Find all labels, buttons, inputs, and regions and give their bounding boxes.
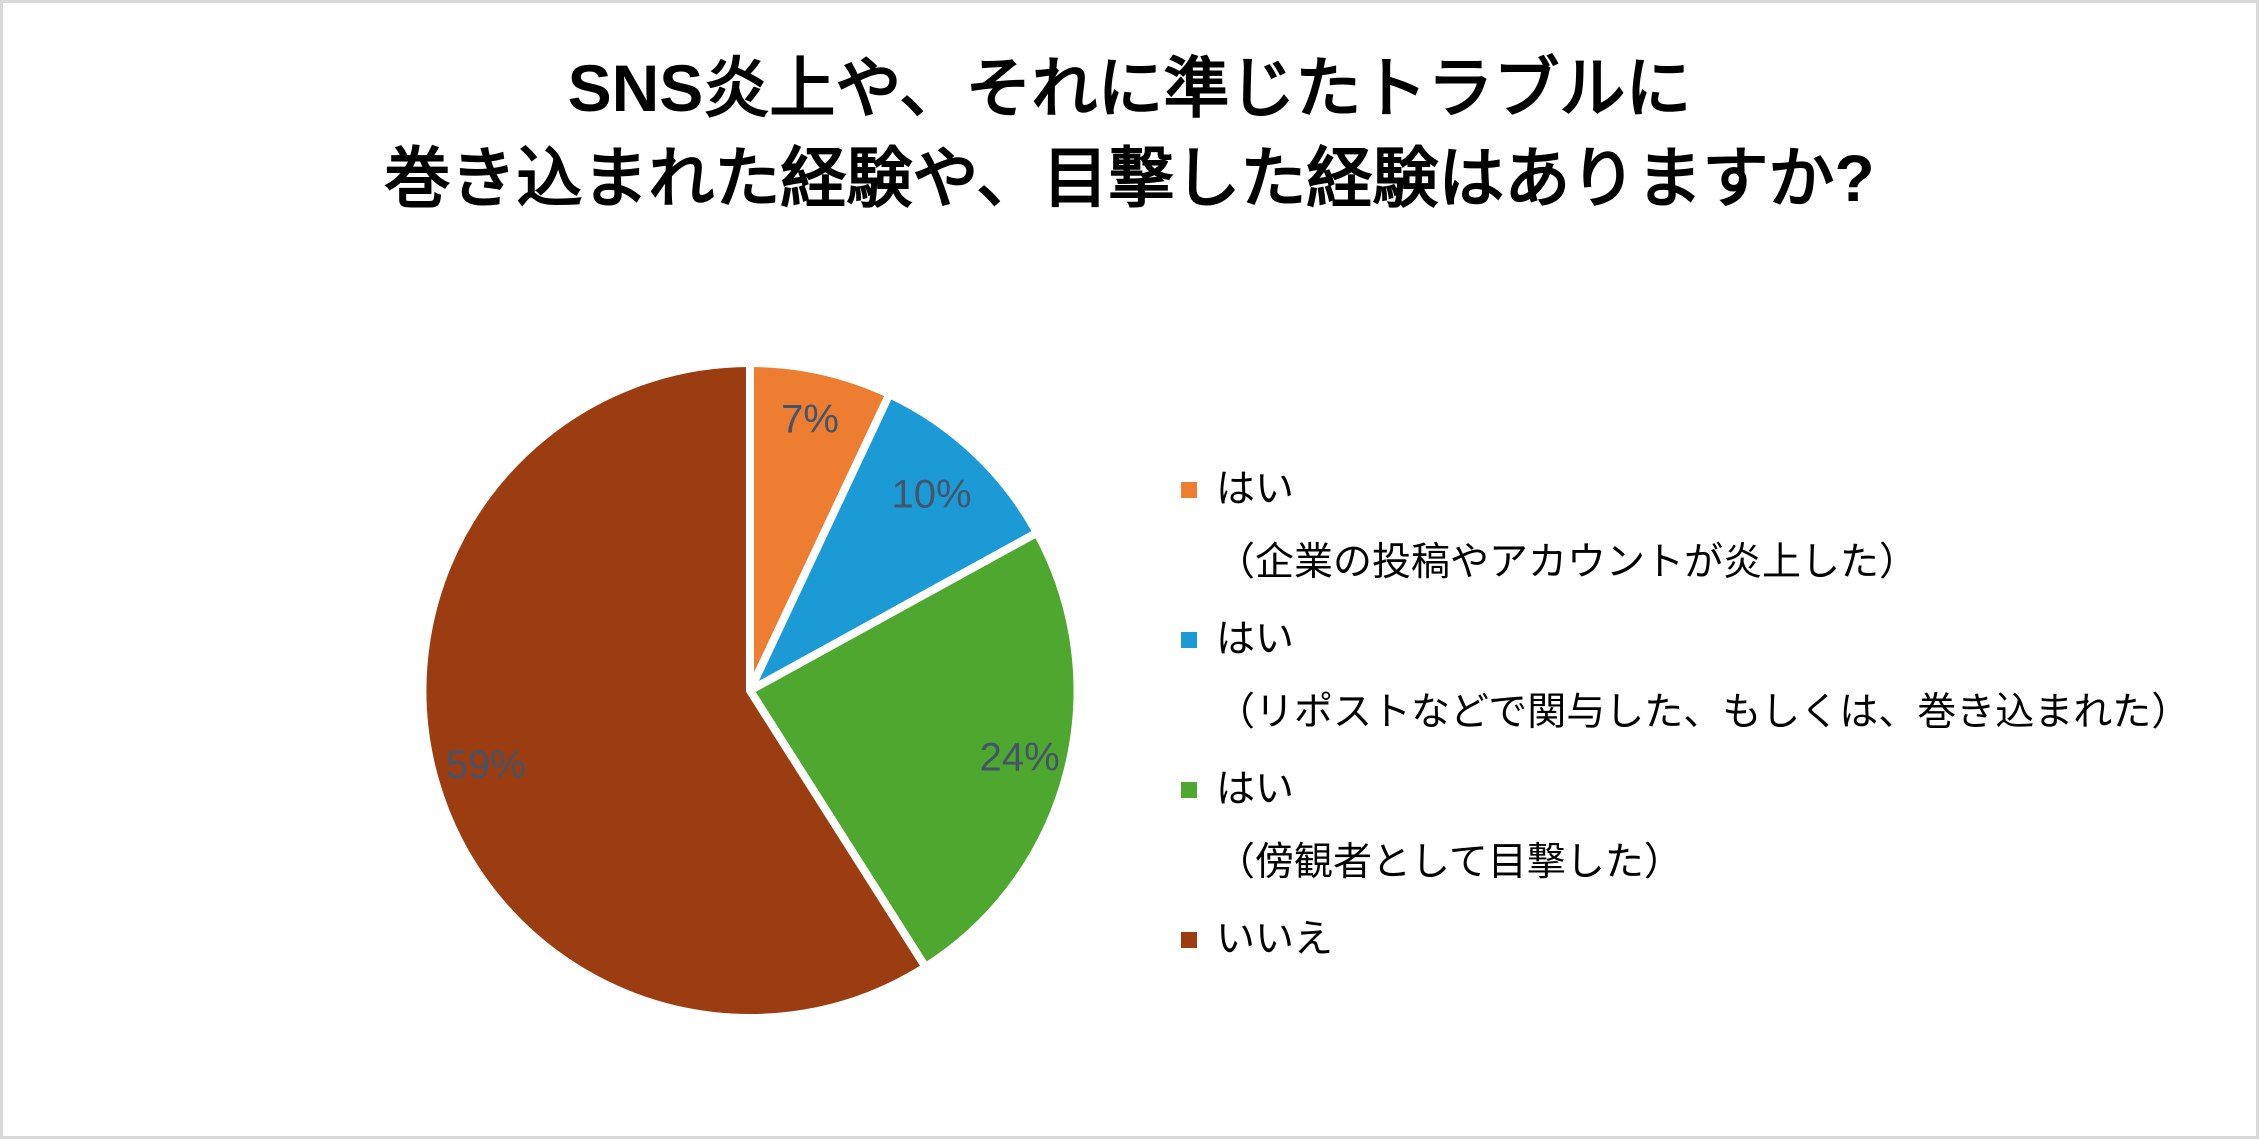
svg-text:59%: 59% — [446, 743, 526, 787]
svg-text:10%: 10% — [892, 473, 972, 517]
svg-text:24%: 24% — [980, 735, 1060, 779]
svg-text:7%: 7% — [781, 398, 839, 442]
